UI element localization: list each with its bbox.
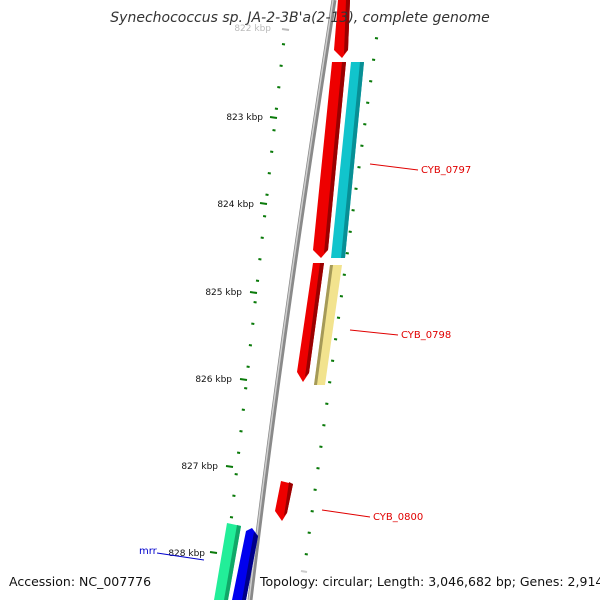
gc-dash [360, 144, 364, 147]
tick-label: 825 kbp [205, 288, 242, 298]
gc-dash [260, 236, 264, 239]
gc-dash [272, 129, 276, 132]
tick-label: 828 kbp [168, 549, 205, 559]
gc-dash [342, 273, 346, 276]
pseudogene-cyb-0798-edge [314, 265, 333, 385]
gc-dash [234, 473, 238, 476]
gc-dash [248, 344, 253, 347]
gc-dash [253, 301, 257, 304]
gc-dash [313, 488, 317, 491]
gc-dash [232, 494, 236, 497]
tick-825: 825 kbp [205, 288, 258, 298]
leader-line-cyb-0797 [369, 163, 419, 171]
gc-dash [246, 365, 250, 368]
gc-dash [241, 408, 245, 411]
gc-dash [325, 402, 329, 405]
tick-label: 823 kbp [226, 113, 263, 123]
tick-828: 828 kbp [168, 549, 218, 559]
gc-dash [277, 86, 281, 89]
gc-dash [363, 123, 367, 126]
gc-dash [366, 101, 370, 104]
gc-dash [267, 172, 271, 175]
gc-dash [310, 510, 314, 513]
tick-826: 826 kbp [195, 375, 248, 385]
gene-arrow-mrr-blue-shade [242, 532, 258, 600]
gc-dash [348, 230, 352, 233]
gc-dash [229, 516, 234, 519]
gc-dash [279, 64, 283, 67]
gc-dash [354, 187, 358, 190]
tick-827: 827 kbp [181, 462, 234, 472]
tick-822: 822 kbp [234, 24, 290, 34]
gc-dash [328, 381, 332, 384]
tick-823: 823 kbp [226, 113, 278, 123]
genome-backbone [247, 0, 337, 600]
gene-arrow-mrr-blue [232, 528, 258, 600]
topology-text: Topology: circular; Length: 3,046,682 bp… [260, 574, 600, 589]
tick-label: 822 kbp [234, 24, 271, 34]
gc-dash [333, 338, 338, 341]
gc-dash [319, 445, 323, 448]
genome-backbone-highlight [248, 0, 334, 600]
tick-label: 826 kbp [195, 375, 232, 385]
tick-label: 824 kbp [217, 200, 254, 210]
gc-dash [270, 150, 274, 153]
tick-824: 824 kbp [217, 200, 268, 210]
gc-dash [265, 193, 269, 196]
gc-dash [330, 359, 335, 362]
gc-dash [281, 43, 286, 46]
accession-text: Accession: NC_007776 [9, 574, 152, 589]
gene-arrow-top-shade [344, 0, 350, 54]
leader-line-cyb-0798 [349, 329, 399, 336]
gc-dash [374, 37, 379, 40]
gc-dash [369, 80, 373, 83]
gc-dash [274, 107, 279, 110]
gc-dash [304, 553, 308, 556]
leader-line-mrr [156, 552, 205, 561]
gc-dash [339, 295, 344, 298]
gc-dash [262, 215, 267, 218]
gc-dash [336, 316, 341, 319]
gc-dash [371, 58, 376, 61]
gene-arrow-cyb-0797-shade [324, 62, 346, 253]
gene-arrow-cyb-0798-shade [305, 263, 324, 377]
gene-label-cyb-0797: CYB_0797 [421, 165, 471, 176]
gene-arrow-mrr-green-shade [224, 525, 241, 600]
track-end-marker [300, 570, 308, 573]
tick-label: 827 kbp [181, 462, 218, 472]
gc-dash [316, 467, 320, 470]
gc-dash [357, 166, 361, 169]
gc-dash [322, 424, 326, 427]
gene-label-mrr: mrr [139, 546, 158, 557]
gc-dash [236, 451, 241, 454]
map-title: Synechococcus sp. JA-2-3B'a(2-13), compl… [110, 10, 489, 26]
gc-dash [258, 258, 262, 261]
gc-dash [307, 531, 311, 534]
gc-dash [239, 430, 243, 433]
leader-line-cyb-0800 [321, 509, 371, 518]
gene-label-cyb-0800: CYB_0800 [373, 512, 423, 523]
gc-dash [244, 387, 248, 390]
trna-cyb-0797-shade [341, 62, 364, 258]
gc-dash [255, 279, 260, 282]
gc-dash [251, 322, 255, 325]
gene-arrow-cyb-0800-shade [284, 482, 293, 516]
gene-label-cyb-0798: CYB_0798 [401, 330, 451, 341]
gc-dash [345, 252, 349, 255]
gc-dash [351, 209, 355, 212]
